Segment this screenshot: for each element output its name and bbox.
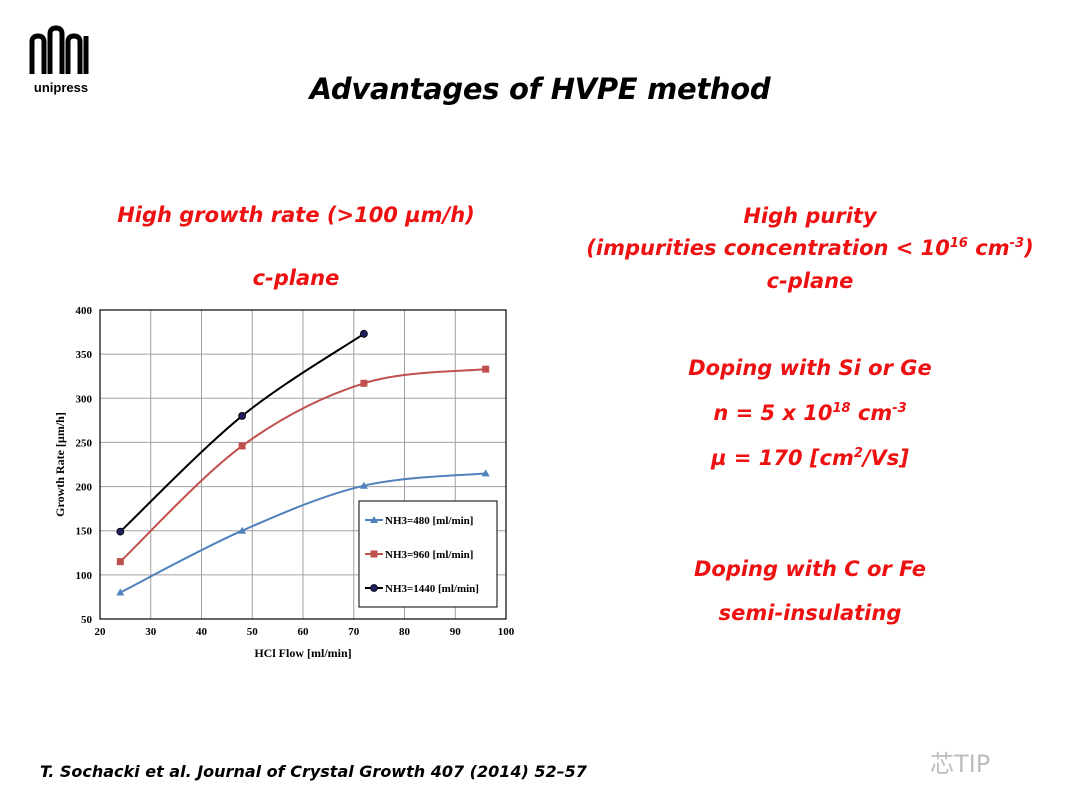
series-line [119, 368, 486, 563]
data-point [359, 329, 368, 338]
purity-detail: (impurities concentration < 1016 cm-3) [580, 236, 1040, 260]
slide-title: Advantages of HVPE method [309, 72, 771, 106]
legend-swatch-marker [370, 516, 378, 523]
legend-swatch-marker [370, 584, 378, 592]
data-point [116, 588, 125, 596]
x-tick-label: 80 [399, 626, 411, 638]
growth-rate-heading: High growth rate (>100 µm/h) [117, 203, 475, 227]
doping-si-ge-heading: Doping with Si or Ge [688, 356, 932, 380]
right-c-plane-label: c-plane [766, 269, 854, 293]
x-tick-label: 60 [298, 626, 310, 638]
logo-text: unipress [33, 80, 89, 95]
x-tick-label: 20 [95, 626, 107, 638]
data-point [482, 365, 490, 373]
x-tick-label: 50 [247, 626, 259, 638]
data-point [116, 558, 124, 566]
y-tick-label: 350 [76, 349, 93, 361]
y-axis-label: Growth Rate [µm/h] [53, 412, 67, 517]
mobility: µ = 170 [cm2/Vs] [580, 446, 1040, 470]
x-tick-label: 30 [145, 626, 157, 638]
data-point [238, 526, 247, 534]
mobility-exponent: 2 [853, 446, 863, 461]
data-point [359, 481, 368, 489]
growth-rate-chart: 20 30 40 50 60 70 80 90 100 50 100 150 200 250 300 350 4… [53, 305, 515, 660]
data-point [360, 379, 368, 387]
unipress-logo: unipress [26, 22, 96, 102]
carrier-concentration: n = 5 x 1018 cm-3 [580, 401, 1040, 425]
carrier-concentration-text: n = 5 x 10 [713, 401, 833, 425]
y-tick-label: 250 [76, 437, 93, 449]
series-2 [116, 365, 490, 566]
x-tick-label: 90 [450, 626, 462, 638]
plot-frame [99, 309, 507, 620]
carrier-exponent: 18 [832, 401, 851, 416]
mobility-unit: /Vs] [862, 446, 909, 470]
x-axis-label: HCl Flow [ml/min] [254, 646, 351, 660]
purity-detail-text: (impurities concentration < 10 [586, 236, 950, 260]
x-tick-label: 70 [348, 626, 360, 638]
left-c-plane-label: c-plane [252, 266, 340, 290]
data-point [116, 527, 125, 536]
series-1 [116, 469, 490, 596]
data-point [481, 469, 490, 477]
y-tick-label: 100 [76, 570, 93, 582]
legend-swatch-marker [370, 550, 378, 558]
y-tick-label: 200 [76, 482, 93, 494]
y-tick-label: 50 [81, 614, 93, 626]
carrier-unit-exponent: -3 [892, 401, 907, 416]
data-point [238, 442, 246, 450]
x-tick-label: 40 [196, 626, 208, 638]
carrier-unit: cm [850, 401, 893, 425]
legend-label: NH3=1440 [ml/min] [385, 583, 479, 595]
series-3 [116, 329, 368, 536]
legend-label: NH3=960 [ml/min] [385, 549, 473, 561]
doping-c-fe-heading: Doping with C or Fe [693, 557, 927, 581]
semi-insulating-label: semi-insulating [718, 601, 902, 625]
chart-tick-labels: 20 30 40 50 60 70 80 90 100 50 100 150 200 250 300 350 4… [76, 305, 515, 638]
y-tick-label: 400 [76, 305, 93, 317]
chart-series [116, 329, 490, 596]
chart-legend: NH3=480 [ml/min] NH3=960 [ml/min] NH3=1440… [358, 500, 498, 608]
legend-label: NH3=480 [ml/min] [385, 515, 473, 527]
purity-exponent: 16 [949, 236, 968, 251]
series-line [119, 472, 486, 594]
y-tick-label: 150 [76, 526, 93, 538]
purity-heading: High purity [743, 204, 877, 228]
unipress-logo-mark [29, 25, 89, 74]
watermark: 芯TIP [930, 750, 991, 778]
y-tick-label: 300 [76, 393, 93, 405]
purity-close: ) [1024, 236, 1034, 260]
mobility-text: µ = 170 [cm [711, 446, 854, 470]
x-tick-label: 100 [498, 626, 515, 638]
purity-unit: cm [967, 236, 1010, 260]
purity-unit-exponent: -3 [1009, 236, 1025, 251]
citation: T. Sochacki et al. Journal of Crystal Gr… [40, 762, 587, 781]
data-point [238, 412, 247, 420]
